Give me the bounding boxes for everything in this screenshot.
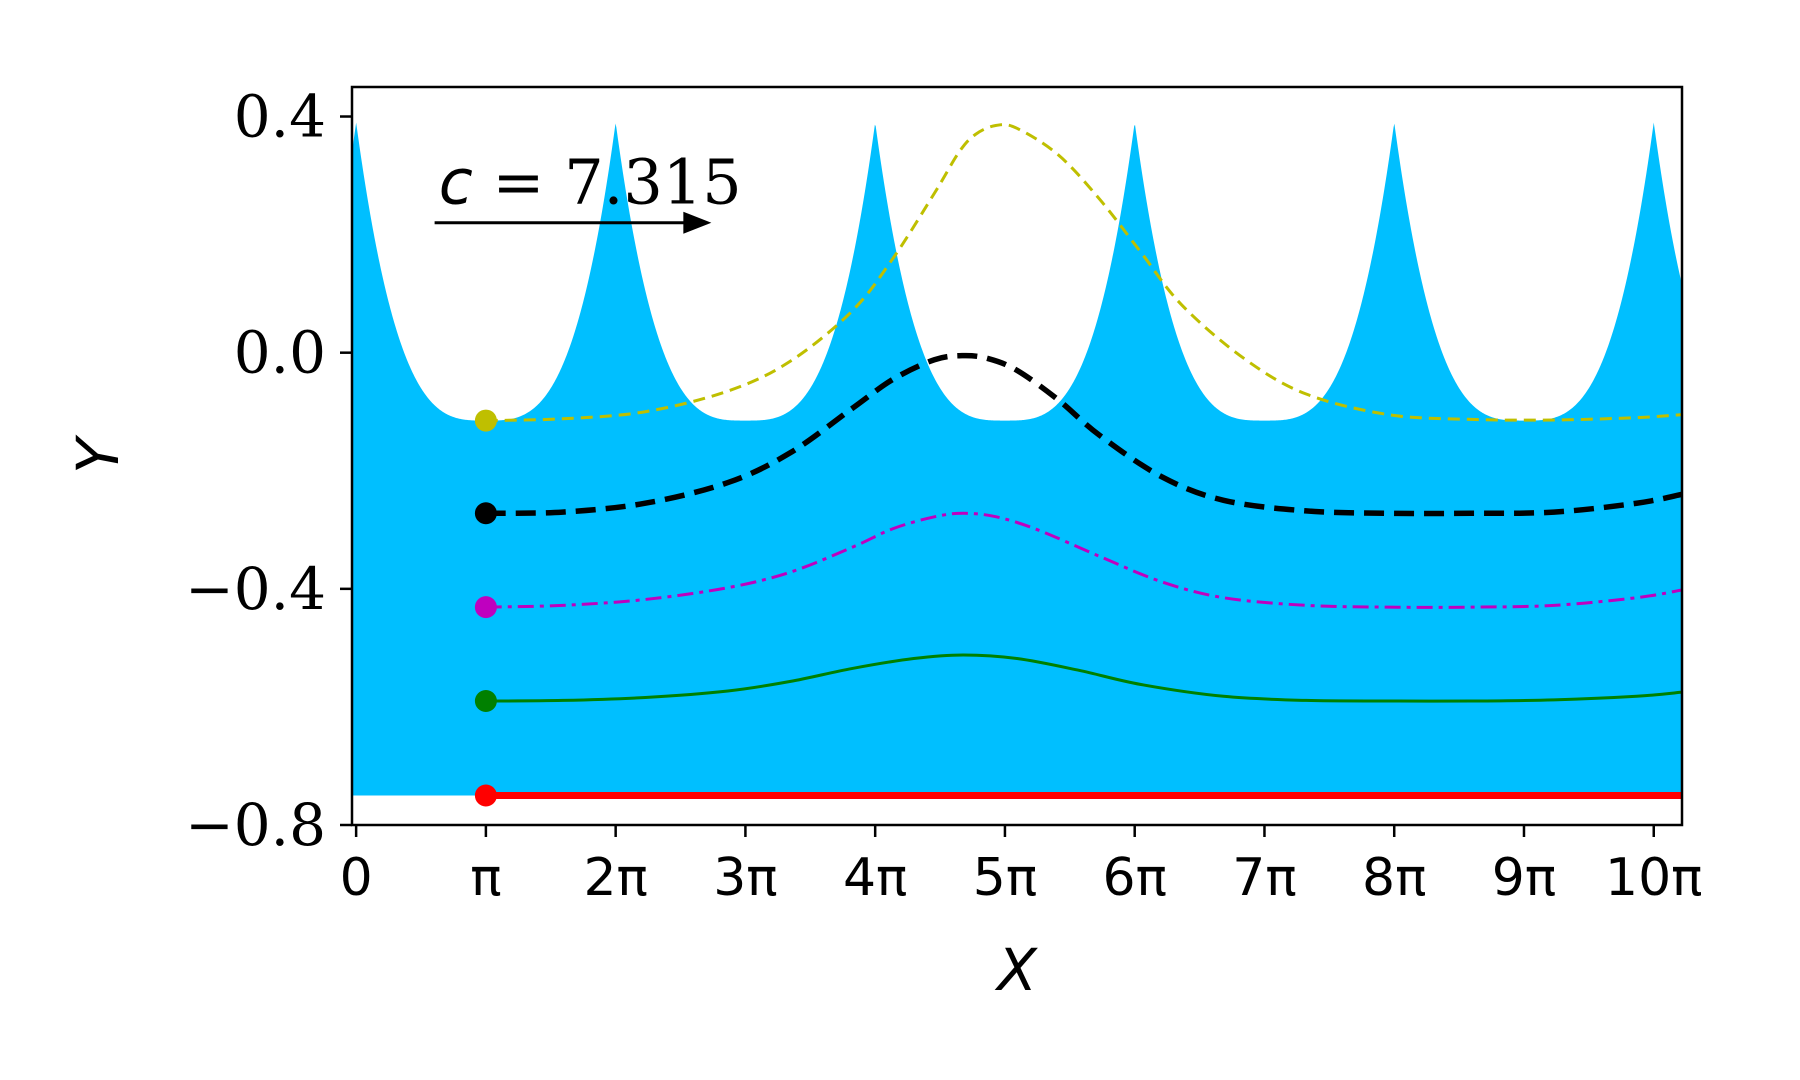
x-tick-label-5: 5π (973, 848, 1037, 908)
start-marker-4 (474, 690, 497, 713)
series-group (485, 123, 1682, 799)
x-tick-label-7: 7π (1232, 848, 1296, 908)
x-tick-label-8: 8π (1362, 848, 1426, 908)
speed-annotation: c = 7.315 (434, 145, 742, 234)
speed-label: c = 7.315 (439, 145, 742, 218)
start-marker-3 (474, 596, 497, 619)
x-axis-label: X (994, 936, 1038, 1004)
x-axis-ticks: 0 π 2π 3π 4π 5π 6π 7π 8π 9π 10π (340, 825, 1702, 908)
x-tick-label-1: π (470, 848, 501, 908)
start-marker-1 (474, 409, 497, 432)
speed-value: = 7.315 (473, 145, 742, 218)
x-tick-label-0: 0 (340, 848, 373, 908)
x-tick-label-9: 9π (1492, 848, 1556, 908)
start-markers (474, 409, 497, 807)
fluid-region (352, 122, 1682, 796)
plot-frame (350, 85, 1684, 827)
x-tick-label-6: 6π (1103, 848, 1167, 908)
y-tick-label-1: 0.0 (234, 319, 326, 387)
x-tick-label-2: 2π (583, 848, 647, 908)
y-tick-label-3: −0.8 (185, 791, 326, 859)
series-line-2 (485, 352, 1682, 517)
start-marker-2 (474, 502, 497, 525)
y-axis-ticks: 0.4 0.0 −0.4 −0.8 (185, 83, 352, 859)
x-tick-label-3: 3π (713, 848, 777, 908)
direction-arrowhead (683, 211, 712, 234)
series-line-4 (485, 653, 1682, 703)
y-tick-label-2: −0.4 (185, 555, 326, 623)
plot-area (352, 122, 1682, 799)
y-axis-label: Y (64, 434, 132, 474)
y-tick-label-0: 0.4 (234, 83, 326, 151)
series-line-3 (485, 511, 1682, 609)
speed-variable: c (439, 145, 473, 218)
x-tick-label-10: 10π (1605, 848, 1702, 908)
start-marker-5 (474, 784, 497, 807)
x-tick-label-4: 4π (843, 848, 907, 908)
